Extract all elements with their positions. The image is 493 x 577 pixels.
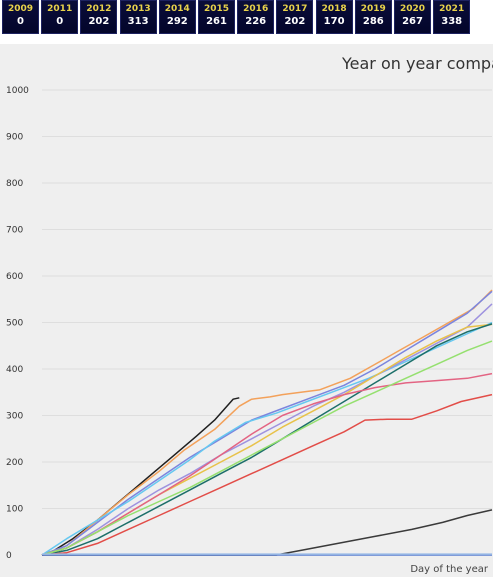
year-tile-2019[interactable]: 2019 286: [354, 0, 392, 34]
year-count: 202: [284, 16, 306, 27]
y-tick-label: 600: [6, 272, 23, 282]
year-tile-2009[interactable]: 2009 0: [2, 0, 39, 34]
year-label: 2021: [439, 4, 465, 14]
y-tick-label: 400: [6, 365, 23, 375]
year-label: 2020: [399, 4, 426, 14]
y-tick-label: 200: [6, 458, 23, 468]
y-tick-label: 800: [6, 179, 23, 189]
year-count: 313: [127, 16, 149, 27]
year-count: 267: [402, 16, 423, 27]
year-count: 0: [56, 16, 64, 27]
year-label: 2016: [243, 4, 269, 14]
year-tile-2020[interactable]: 2020 267: [394, 0, 431, 34]
series-line-1[interactable]: [41, 289, 493, 556]
y-tick-label: 300: [6, 412, 23, 422]
year-tile-2013[interactable]: 2013 313: [119, 0, 157, 34]
series-line-8[interactable]: [41, 340, 493, 556]
y-tick-label: 900: [6, 133, 23, 143]
x-axis-title: Day of the year: [410, 564, 489, 575]
year-label: 2012: [86, 4, 112, 14]
year-label: 2011: [47, 4, 73, 14]
series-line-7[interactable]: [41, 372, 493, 556]
year-tile-2016[interactable]: 2016 226: [237, 0, 275, 34]
year-label: 2018: [321, 4, 347, 14]
year-label: 2013: [125, 4, 151, 14]
series-line-4[interactable]: [41, 303, 493, 556]
year-label: 2014: [164, 4, 190, 14]
year-tile-2011[interactable]: 2011 0: [41, 0, 79, 34]
year-count: 292: [166, 16, 188, 27]
series-line-6[interactable]: [41, 323, 493, 556]
y-tick-label: 700: [6, 226, 23, 236]
year-label: 2017: [282, 4, 308, 14]
year-label: 2019: [360, 4, 386, 14]
year-tile-2017[interactable]: 2017 202: [276, 0, 314, 34]
year-tile-2015[interactable]: 2015 261: [198, 0, 235, 34]
year-count: 261: [206, 16, 227, 27]
year-count: 202: [88, 16, 110, 27]
line-chart: 0 100 200 300 400 500 600 700 800 900 1000 Day of t…: [6, 86, 493, 575]
year-count: 286: [362, 16, 384, 27]
year-summary-bar: 2009 0 2011 0 2012 202 2013 313 2014 292 2015 261 20…: [0, 0, 493, 37]
y-tick-label: 500: [6, 319, 23, 329]
series-line-2[interactable]: [41, 290, 493, 556]
series-line-3[interactable]: [41, 321, 493, 556]
year-tile-2012[interactable]: 2012 202: [80, 0, 118, 34]
y-tick-label: 100: [6, 505, 23, 515]
year-count: 0: [17, 16, 24, 27]
year-tile-2014[interactable]: 2014 292: [158, 0, 196, 34]
series-line-9[interactable]: [41, 393, 493, 556]
year-count: 338: [441, 16, 463, 27]
chart-panel: Year on year compar 0 100 200 300 400 500 600 7…: [0, 44, 493, 577]
year-tile-2018[interactable]: 2018 170: [315, 0, 353, 34]
year-tile-2021[interactable]: 2021 338: [433, 0, 471, 34]
series-line-0[interactable]: [41, 397, 240, 556]
y-tick-label: 1000: [6, 86, 29, 96]
year-count: 170: [323, 16, 345, 27]
year-label: 2015: [203, 4, 230, 14]
year-label: 2009: [7, 4, 34, 14]
y-tick-label: 0: [6, 551, 12, 561]
year-count: 226: [245, 16, 267, 27]
chart-title: Year on year compar: [342, 54, 493, 73]
